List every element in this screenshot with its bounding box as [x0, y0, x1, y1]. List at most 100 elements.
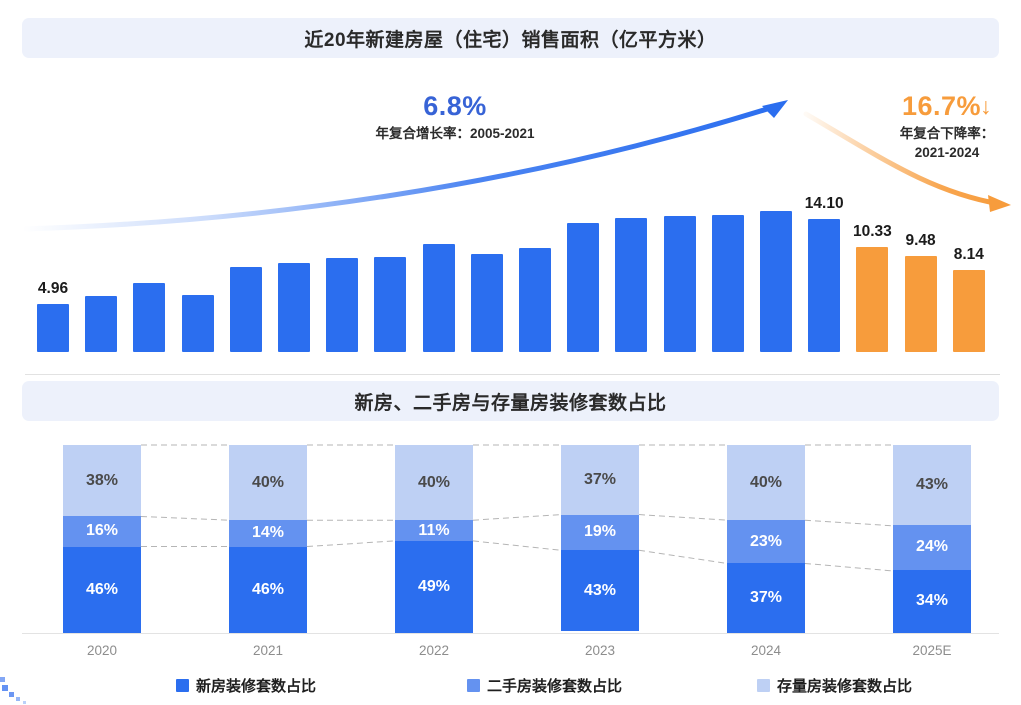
chart2-segment-new-home-2021[interactable]: 46%: [229, 546, 307, 633]
legend-item-2[interactable]: 存量房装修套数占比: [757, 675, 912, 696]
chart1-bar-2009[interactable]: [229, 267, 262, 352]
chart1-bar-2024[interactable]: [952, 270, 985, 352]
legend-label: 二手房装修套数占比: [487, 677, 623, 695]
chart1-bar-column: [77, 102, 125, 352]
chart2-segment-stock-home-2023[interactable]: 37%: [561, 445, 639, 515]
chart1-bar-column: [559, 102, 607, 352]
chart1-bar-2021[interactable]: [808, 219, 841, 352]
chart1-bar-column: 10.33: [848, 102, 896, 352]
connector-line: [638, 549, 728, 564]
connector-line: [140, 515, 230, 521]
chart1-bar-column: [125, 102, 173, 352]
chart2-stack-column: 38% 16% 46%: [63, 445, 141, 633]
chart2-legend: 新房装修套数占比 二手房装修套数占比 存量房装修套数占比: [0, 670, 1021, 700]
chart1-bar-2022[interactable]: [856, 247, 889, 352]
chart2-segment-new-home-2023[interactable]: 43%: [561, 550, 639, 632]
chart1-title-bar: 近20年新建房屋（住宅）销售面积（亿平方米）: [22, 18, 999, 58]
chart2-segment-stock-home-2022[interactable]: 40%: [395, 445, 473, 521]
legend-swatch-icon: [467, 678, 480, 692]
chart2-stack-column: 40% 14% 46%: [229, 445, 307, 633]
growth-arrow-icon: [19, 100, 788, 232]
chart2-stack-column: 40% 11% 49%: [395, 445, 473, 633]
chart1-plot-area: 4.96 14.10 10.33 9.48 8.14: [25, 62, 1000, 352]
chart1-baseline: [25, 374, 1000, 375]
chart1-bar-2013[interactable]: [422, 244, 455, 352]
chart2-title-bar: 新房、二手房与存量房装修套数占比: [22, 381, 999, 421]
chart2-segment-new-home-2025E[interactable]: 34%: [893, 569, 971, 633]
chart2-segment-second-hand-home-2021[interactable]: 14%: [229, 520, 307, 547]
chart1-bar-2005[interactable]: [37, 304, 69, 352]
chart1-bar-2018[interactable]: [663, 216, 696, 352]
chart2-segment-stock-home-2020[interactable]: 38%: [63, 445, 141, 517]
chart2-stack-column: 37% 19% 43%: [561, 445, 639, 633]
chart1-bar-2020[interactable]: [760, 211, 792, 352]
chart1-bar-2012[interactable]: [374, 257, 407, 352]
connector-line: [472, 514, 562, 521]
chart2-baseline: [22, 633, 999, 634]
decorative-dots: [0, 677, 26, 704]
chart1-bar-column: [174, 102, 222, 352]
down-arrow-icon: ↓: [980, 92, 993, 119]
chart2-xtick-2023: 2023: [584, 643, 616, 658]
chart1-bar-column: [463, 102, 511, 352]
chart2-segment-stock-home-2025E[interactable]: 43%: [893, 445, 971, 526]
chart1-bar-column: [366, 102, 414, 352]
chart1-bar-column: [222, 102, 270, 352]
cagr-decline-number: 16.7%: [901, 91, 982, 121]
connector-line: [804, 562, 894, 572]
chart1-value-label-2022: 10.33: [852, 223, 892, 240]
chart1-bar-2015[interactable]: [519, 248, 551, 352]
cagr-decline-callout: 16.7% ↓ 年复合下降率： 2021-2024: [872, 92, 1021, 162]
legend-item-1[interactable]: 二手房装修套数占比: [467, 675, 622, 696]
chart1-bar-column: [704, 102, 752, 352]
chart1-bar-2010[interactable]: [278, 263, 310, 352]
chart2-segment-second-hand-home-2022[interactable]: 11%: [395, 520, 473, 541]
cagr-growth-value: 6.8%: [423, 91, 487, 121]
chart2-segment-second-hand-home-2020[interactable]: 16%: [63, 516, 141, 547]
chart2-stack-column: 43% 24% 34%: [893, 445, 971, 633]
chart2-xtick-2024: 2024: [750, 643, 782, 658]
chart2-segment-stock-home-2024[interactable]: 40%: [727, 445, 805, 521]
chart1-bar-column: 8.14: [945, 102, 993, 352]
chart2-stack-column: 40% 23% 37%: [727, 445, 805, 633]
chart1-bar-2014[interactable]: [470, 254, 503, 352]
chart1-bar-column: 9.48: [897, 102, 945, 352]
chart2-segment-second-hand-home-2024[interactable]: 23%: [727, 520, 805, 564]
cagr-decline-value: 16.7% ↓: [872, 91, 1021, 121]
chart1-bar-2007[interactable]: [133, 283, 166, 352]
legend-swatch-icon: [176, 678, 189, 692]
chart2-title: 新房、二手房与存量房装修套数占比: [354, 392, 667, 414]
chart1-bar-column: [656, 102, 704, 352]
chart1-bar-2016[interactable]: [567, 223, 600, 352]
trend-arrows: [19, 100, 1011, 232]
chart1-bar-2008[interactable]: [181, 295, 214, 352]
chart2-segment-second-hand-home-2023[interactable]: 19%: [561, 514, 639, 551]
chart2-xtick-2021: 2021: [252, 643, 284, 658]
cagr-decline-caption: 年复合下降率： 2021-2024: [899, 126, 995, 160]
chart1-bar-2017[interactable]: [615, 218, 648, 352]
chart2-segment-new-home-2022[interactable]: 49%: [395, 540, 473, 633]
legend-label: 新房装修套数占比: [196, 677, 317, 695]
connector-line: [804, 519, 894, 527]
chart2-segment-stock-home-2021[interactable]: 40%: [229, 445, 307, 521]
chart1-value-label-2024: 8.14: [953, 246, 984, 263]
chart1-bar-2011[interactable]: [326, 258, 359, 352]
renovation-share-stacked-chart: 38% 16% 46% 40% 14% 46% 40% 11% 49% 37% 19% 43% 40% 2…: [0, 425, 1021, 705]
chart1-bar-2019[interactable]: [711, 215, 744, 352]
chart1-bar-column: [270, 102, 318, 352]
chart2-segment-second-hand-home-2025E[interactable]: 24%: [893, 525, 971, 570]
chart2-plot-area: 38% 16% 46% 40% 14% 46% 40% 11% 49% 37% 19% 43% 40% 2…: [0, 425, 1021, 633]
legend-label: 存量房装修套数占比: [777, 677, 913, 695]
chart1-bar-column: [318, 102, 366, 352]
chart1-value-label-2005: 4.96: [37, 280, 69, 297]
chart2-segment-new-home-2020[interactable]: 46%: [63, 546, 141, 633]
cagr-growth-callout: 6.8% 年复合增长率：2005-2021: [310, 92, 600, 144]
chart1-value-label-2023: 9.48: [905, 232, 936, 249]
chart1-bar-2023[interactable]: [904, 256, 937, 352]
chart2-segment-new-home-2024[interactable]: 37%: [727, 563, 805, 633]
legend-item-0[interactable]: 新房装修套数占比: [176, 675, 316, 696]
chart1-bar-column: [607, 102, 655, 352]
chart1-bar-2006[interactable]: [85, 296, 118, 352]
chart2-xtick-2022: 2022: [418, 643, 450, 658]
connector-line: [638, 514, 728, 521]
